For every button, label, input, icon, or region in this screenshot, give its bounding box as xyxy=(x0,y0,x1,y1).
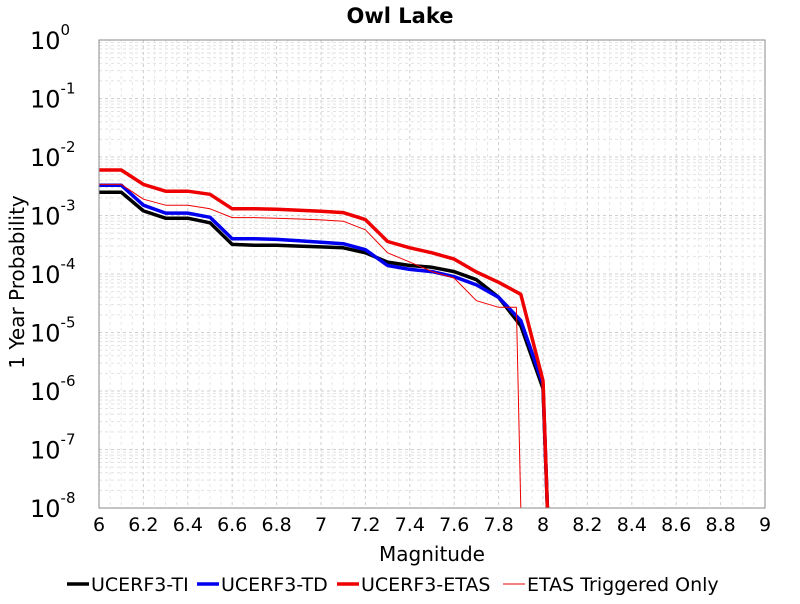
x-axis-label: Magnitude xyxy=(379,542,485,566)
x-tick-label: 9 xyxy=(759,514,771,536)
legend-item-etas-triggered-only: ETAS Triggered Only xyxy=(503,574,719,596)
legend-item-ucerf3-td: UCERF3-TD xyxy=(197,574,328,596)
plot-frame xyxy=(98,39,766,509)
x-tick-label: 8.4 xyxy=(617,514,647,536)
series-line-ucerf3-ti xyxy=(99,190,550,509)
y-axis-label: 1 Year Probability xyxy=(5,195,29,369)
x-tick-label: 8 xyxy=(537,514,549,536)
x-tick-label: 6 xyxy=(93,514,105,536)
x-tick-label: 8.2 xyxy=(572,514,602,536)
series-line-ucerf3-etas xyxy=(99,168,550,509)
y-tick-label: 10-3 xyxy=(30,197,76,231)
x-tick-label: 7.8 xyxy=(483,514,513,536)
x-tick-label: 6.6 xyxy=(217,514,247,536)
x-tick-label: 8.8 xyxy=(705,514,735,536)
x-tick-label: 6.4 xyxy=(173,514,203,536)
x-tick-label: 6.8 xyxy=(261,514,291,536)
minor-gridlines xyxy=(99,40,765,508)
y-tick-label: 10-2 xyxy=(30,138,76,172)
x-tick-label: 8.6 xyxy=(661,514,691,536)
legend-label: ETAS Triggered Only xyxy=(527,574,719,596)
x-tick-label: 7.4 xyxy=(395,514,425,536)
legend-label: UCERF3-TI xyxy=(91,574,189,596)
series-group xyxy=(99,168,550,509)
x-tick-label: 6.2 xyxy=(128,514,158,536)
x-tick-label: 7.2 xyxy=(350,514,380,536)
legend-label: UCERF3-TD xyxy=(221,574,328,596)
legend-item-ucerf3-etas: UCERF3-ETAS xyxy=(337,574,490,596)
x-tick-label: 7.6 xyxy=(439,514,469,536)
series-line-ucerf3-td xyxy=(99,183,550,509)
y-tick-label: 10-7 xyxy=(30,431,76,465)
x-tick-label: 7 xyxy=(315,514,327,536)
legend-label: UCERF3-ETAS xyxy=(361,574,490,596)
legend: UCERF3-TI UCERF3-TD UCERF3-ETAS ETAS Trigge… xyxy=(67,574,719,596)
x-tick-labels: 6 6.2 6.4 6.6 6.8 7 7.2 7.4 7.6 7.8 8 8.2 8.4 8.6 8.8 9 xyxy=(93,514,771,536)
series-line-etas-triggered-only xyxy=(99,183,522,509)
chart-title: Owl Lake xyxy=(347,4,454,28)
legend-item-ucerf3-ti: UCERF3-TI xyxy=(67,574,189,596)
